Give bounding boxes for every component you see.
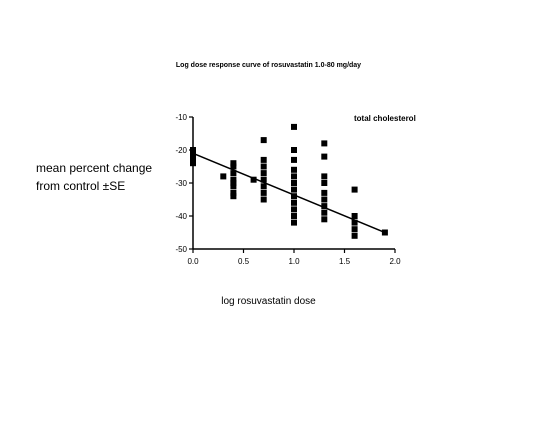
data-point: [260, 189, 267, 196]
y-tick-label: -50: [175, 245, 187, 254]
ticks: -10 -20 -30 -40 -500.0 0.5 1.0 1.5 2.0: [175, 113, 401, 266]
data-point: [260, 156, 267, 163]
x-axis-label: log rosuvastatin dose: [221, 296, 316, 307]
data-point: [220, 173, 227, 180]
data-point: [230, 176, 237, 183]
series-annotation: total cholesterol: [354, 114, 416, 123]
data-point: [291, 199, 297, 206]
data-point: [291, 193, 297, 200]
data-point: [291, 206, 297, 213]
data-point: [351, 219, 358, 226]
data-point: [260, 163, 267, 170]
x-tick-label: 0.0: [187, 257, 199, 266]
data-point: [321, 209, 328, 216]
fit-line-group: [192, 152, 386, 234]
data-point: [291, 147, 297, 153]
data-point: [190, 156, 196, 163]
data-point: [351, 213, 358, 219]
data-point: [190, 150, 196, 157]
data-point: [291, 166, 297, 173]
data-point: [291, 180, 297, 186]
y-tick-label: -20: [175, 146, 187, 155]
data-point: [190, 147, 196, 153]
data-point: [260, 170, 267, 177]
y-tick-label: -10: [175, 113, 187, 122]
data-point: [321, 189, 328, 196]
data-point: [190, 153, 196, 160]
chart-title: Log dose response curve of rosuvastatin …: [175, 62, 362, 69]
data-point: [291, 123, 297, 130]
x-tick-label: 1.5: [339, 257, 351, 266]
data-point: [321, 140, 328, 147]
data-point: [230, 160, 237, 167]
data-point: [190, 160, 196, 167]
data-point: [381, 229, 388, 236]
data-point: [351, 226, 358, 233]
data-point: [321, 216, 328, 223]
data-point: [250, 176, 257, 183]
data-point: [321, 153, 328, 160]
y-axis-label-line1: mean percent change: [36, 161, 153, 175]
x-tick-label: 2.0: [389, 257, 401, 266]
data-point: [321, 196, 328, 203]
data-point: [260, 183, 267, 190]
data-point: [321, 173, 328, 180]
y-tick-label: -40: [175, 212, 187, 221]
y-axis-label: mean percent change from control ±SE: [36, 159, 176, 195]
data-point: [351, 186, 358, 193]
data-point: [230, 183, 237, 190]
data-point: [351, 232, 358, 239]
data-point: [321, 180, 328, 186]
y-axis-label-line2: from control ±SE: [36, 179, 126, 193]
data-point: [291, 213, 297, 219]
data-point: [291, 186, 297, 193]
data-point: [291, 219, 297, 226]
data-point: [291, 173, 297, 180]
y-tick-label: -30: [175, 179, 187, 188]
x-tick-label: 1.0: [288, 257, 300, 266]
data-points: [190, 123, 388, 239]
fit-line: [192, 152, 386, 234]
data-point: [260, 137, 267, 144]
data-point: [230, 189, 237, 196]
data-point: [260, 196, 267, 203]
data-point: [260, 176, 267, 183]
data-point: [230, 193, 237, 200]
data-point: [230, 163, 237, 170]
data-point: [230, 180, 237, 186]
data-point: [230, 170, 237, 177]
x-tick-label: 0.5: [238, 257, 250, 266]
data-point: [321, 203, 328, 210]
data-point: [291, 156, 297, 163]
